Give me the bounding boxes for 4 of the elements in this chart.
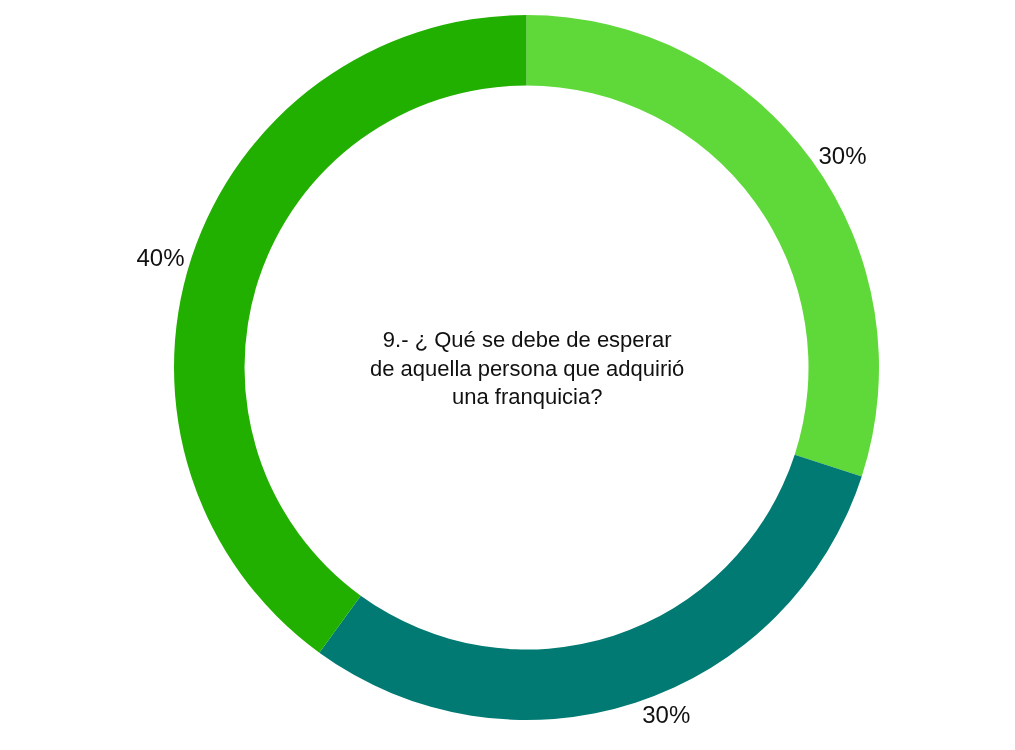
data-label: 30%: [642, 701, 691, 729]
data-label: 40%: [136, 243, 185, 271]
text: 9.- ¿ Qué se debe de esperar de aquella persona que adquirió una franquicia?: [370, 327, 685, 410]
data-label: 30%: [818, 142, 867, 170]
